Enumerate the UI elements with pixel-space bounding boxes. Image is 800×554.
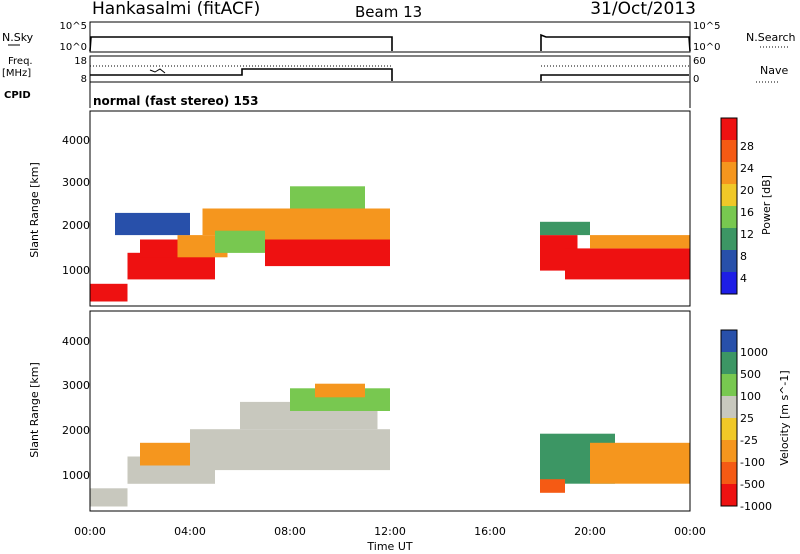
- velocity-colorbar-cell-1: [721, 352, 737, 374]
- velocity-region-0: [90, 488, 128, 507]
- nsky-trace-2: [540, 33, 691, 52]
- time-axis-label: Time UT: [366, 540, 412, 553]
- power-colorbar-cell-2: [721, 228, 737, 250]
- velocity-colorbar-label: Velocity [m s^-1]: [778, 370, 791, 465]
- freq-unit: [MHz]: [2, 68, 31, 79]
- power-colorbar-cell-6: [721, 140, 737, 162]
- velocity-range-label: Slant Range [km]: [28, 362, 41, 458]
- velocity-range-tick-1000: 1000: [62, 469, 90, 482]
- power-colorbar-label: Power [dB]: [760, 175, 773, 235]
- power-region-8: [290, 186, 365, 209]
- velocity-colorbar-cell-0: [721, 330, 737, 352]
- nsearch-label: N.Search: [746, 31, 796, 44]
- velocity-range-tick-2000: 2000: [62, 424, 90, 437]
- power-panel: 4000 3000 2000 1000 Slant Range [km]: [28, 110, 691, 307]
- nsearch-tick-bottom: 10^0: [693, 42, 720, 53]
- power-range-tick-4000: 4000: [62, 134, 90, 147]
- power-range-label: Slant Range [km]: [28, 162, 41, 258]
- freq-noise: [149, 68, 166, 74]
- power-region-2: [140, 239, 178, 258]
- velocity-range-tick-4000: 4000: [62, 335, 90, 348]
- power-region-6: [265, 239, 390, 267]
- time-tick-20-00: 20:00: [574, 525, 606, 538]
- time-tick-08-00: 08:00: [274, 525, 306, 538]
- velocity-colorbar-cell-6: [721, 462, 737, 484]
- nsky-panel: N.Sky 10^5 10^0 10^5 10^0 N.Search: [2, 21, 796, 53]
- beam-label: Beam 13: [355, 3, 422, 21]
- freq-panel: Freq. [MHz] 18 8 60 0 Nave: [2, 55, 788, 85]
- velocity-tick-neg100: -100: [740, 456, 765, 469]
- velocity-data: [90, 383, 690, 507]
- time-tick-16-00: 16:00: [474, 525, 506, 538]
- nsky-tick-bottom: 10^0: [60, 42, 87, 53]
- velocity-colorbar-cell-2: [721, 374, 737, 396]
- cpid-label: CPID: [4, 90, 31, 101]
- velocity-tick-500: 500: [740, 368, 761, 381]
- freq-tick-top: 18: [74, 56, 87, 67]
- power-range-tick-2000: 2000: [62, 219, 90, 232]
- time-tick-00-00: 00:00: [74, 525, 106, 538]
- velocity-tick-neg25: -25: [740, 434, 758, 447]
- power-data: [90, 186, 690, 302]
- power-colorbar-cell-5: [721, 162, 737, 184]
- velocity-region-6: [315, 383, 365, 398]
- velocity-tick-100: 100: [740, 390, 761, 403]
- power-tick-4: 4: [740, 272, 747, 285]
- velocity-tick-1000: 1000: [740, 346, 768, 359]
- plot-title: Hankasalmi (fitACF): [92, 0, 260, 19]
- nsky-tick-top: 10^5: [60, 21, 87, 32]
- velocity-colorbar: Velocity [m s^-1] 1000 500 100 25 -25 -1…: [720, 329, 791, 513]
- freq-trace-1: [90, 68, 393, 81]
- velocity-region-9: [540, 479, 565, 493]
- power-tick-24: 24: [740, 162, 754, 175]
- nsky-label: N.Sky: [2, 31, 34, 44]
- time-tick-24-00: 00:00: [674, 525, 706, 538]
- velocity-region-3: [190, 429, 390, 471]
- cpid-mode: normal (fast stereo) 153: [93, 94, 259, 108]
- velocity-colorbar-cell-5: [721, 440, 737, 462]
- nave-label: Nave: [760, 64, 788, 77]
- freq-tick-bottom: 8: [81, 74, 87, 85]
- power-tick-20: 20: [740, 184, 754, 197]
- nave-tick-bottom: 0: [693, 74, 699, 85]
- power-range-tick-1000: 1000: [62, 264, 90, 277]
- date-label: 31/Oct/2013: [590, 0, 696, 19]
- power-range-tick-3000: 3000: [62, 176, 90, 189]
- time-axis: 00:00 04:00 08:00 12:00 16:00 20:00 00:0…: [74, 525, 706, 553]
- power-region-9: [115, 212, 190, 236]
- freq-trace-2: [540, 74, 689, 81]
- nsearch-tick-top: 10^5: [693, 21, 720, 32]
- power-colorbar-cell-1: [721, 250, 737, 272]
- velocity-colorbar-cell-4: [721, 418, 737, 440]
- velocity-panel: 4000 3000 2000 1000 Slant Range [km]: [28, 310, 691, 512]
- power-region-13: [540, 221, 590, 236]
- velocity-region-2: [140, 442, 190, 466]
- time-tick-04-00: 04:00: [174, 525, 206, 538]
- power-colorbar-cell-7: [721, 118, 737, 140]
- power-region-0: [90, 283, 128, 302]
- velocity-tick-neg1000: -1000: [740, 500, 772, 513]
- power-region-12: [590, 235, 690, 249]
- freq-label: Freq.: [8, 56, 33, 67]
- velocity-range-tick-3000: 3000: [62, 379, 90, 392]
- power-colorbar-cell-0: [721, 272, 737, 294]
- power-tick-8: 8: [740, 250, 747, 263]
- velocity-colorbar-cell-7: [721, 484, 737, 506]
- power-colorbar-cell-3: [721, 206, 737, 228]
- velocity-colorbar-cell-3: [721, 396, 737, 418]
- power-colorbar: Power [dB] 4 8 12 16 20 24 28: [720, 117, 773, 295]
- velocity-tick-25: 25: [740, 412, 754, 425]
- power-tick-16: 16: [740, 206, 754, 219]
- velocity-region-8: [590, 442, 690, 484]
- power-region-7: [265, 208, 390, 240]
- velocity-tick-neg500: -500: [740, 478, 765, 491]
- power-region-11: [565, 248, 690, 280]
- power-colorbar-cell-4: [721, 184, 737, 206]
- power-tick-28: 28: [740, 140, 754, 153]
- nave-tick-top: 60: [693, 56, 706, 67]
- time-tick-12-00: 12:00: [374, 525, 406, 538]
- power-tick-12: 12: [740, 228, 754, 241]
- nsky-trace-1: [89, 36, 393, 52]
